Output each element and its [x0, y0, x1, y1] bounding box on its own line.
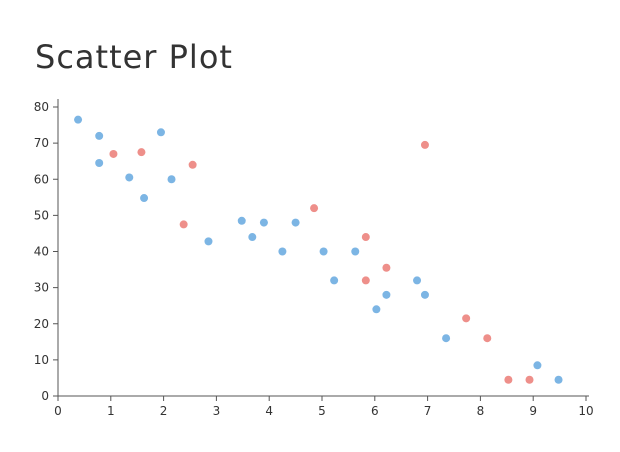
scatter-point-series-2 — [310, 204, 319, 213]
scatter-point-series-1 — [248, 233, 257, 242]
scatter-point-series-1 — [413, 276, 422, 285]
scatter-point-series-1 — [237, 216, 246, 225]
scatter-point-series-1 — [204, 237, 213, 246]
scatter-point-series-1 — [330, 276, 339, 285]
scatter-point-series-1 — [140, 194, 149, 203]
scatter-point-series-2 — [179, 220, 188, 229]
y-tick-label: 50 — [34, 208, 49, 222]
scatter-point-series-1 — [95, 158, 104, 167]
x-tick-label: 10 — [578, 404, 593, 418]
scatter-point-series-2 — [109, 149, 118, 158]
y-tick-label: 40 — [34, 245, 49, 259]
scatter-point-series-2 — [525, 375, 534, 384]
scatter-point-series-2 — [504, 375, 513, 384]
scatter-point-series-1 — [167, 175, 176, 184]
x-tick-label: 5 — [318, 404, 326, 418]
scatter-point-series-2 — [420, 140, 429, 149]
scatter-point-series-1 — [319, 247, 328, 256]
y-tick-label: 80 — [34, 100, 49, 114]
data-points — [74, 115, 563, 384]
scatter-point-series-2 — [188, 160, 197, 169]
scatter-point-series-1 — [382, 290, 391, 299]
x-tick-label: 9 — [529, 404, 537, 418]
scatter-point-series-1 — [533, 361, 542, 370]
scatter-point-series-2 — [483, 334, 492, 343]
y-tick-label: 60 — [34, 172, 49, 186]
scatter-point-series-1 — [278, 247, 287, 256]
x-tick-label: 3 — [213, 404, 221, 418]
y-tick-label: 10 — [34, 353, 49, 367]
scatter-point-series-2 — [137, 148, 146, 157]
y-tick-label: 20 — [34, 317, 49, 331]
x-tick-label: 4 — [265, 404, 273, 418]
y-tick-label: 70 — [34, 136, 49, 150]
scatter-point-series-1 — [156, 128, 165, 137]
scatter-point-series-2 — [361, 233, 370, 242]
scatter-point-series-2 — [462, 314, 471, 323]
x-tick-label: 1 — [107, 404, 115, 418]
scatter-point-series-1 — [259, 218, 268, 227]
scatter-point-series-1 — [372, 305, 381, 314]
scatter-point-series-2 — [361, 276, 370, 285]
x-axis: 0 1 2 3 4 5 6 7 8 9 10 — [54, 395, 594, 418]
x-tick-label: 6 — [371, 404, 379, 418]
scatter-point-series-1 — [95, 131, 104, 140]
y-tick-label: 0 — [41, 389, 49, 403]
scatter-point-series-1 — [420, 290, 429, 299]
x-tick-label: 2 — [160, 404, 168, 418]
x-tick-label: 7 — [424, 404, 432, 418]
scatter-point-series-1 — [351, 247, 360, 256]
y-axis: 0 10 20 30 40 50 60 70 80 — [34, 99, 59, 403]
x-tick-label: 8 — [477, 404, 485, 418]
scatter-point-series-2 — [382, 263, 391, 272]
x-tick-label: 0 — [54, 404, 62, 418]
scatter-point-series-1 — [74, 115, 83, 124]
scatter-point-series-1 — [554, 375, 563, 384]
y-tick-label: 30 — [34, 281, 49, 295]
scatter-point-series-1 — [442, 334, 451, 343]
scatter-point-series-1 — [291, 218, 300, 227]
scatter-point-series-1 — [125, 173, 134, 182]
chart-title: Scatter Plot — [35, 38, 233, 76]
